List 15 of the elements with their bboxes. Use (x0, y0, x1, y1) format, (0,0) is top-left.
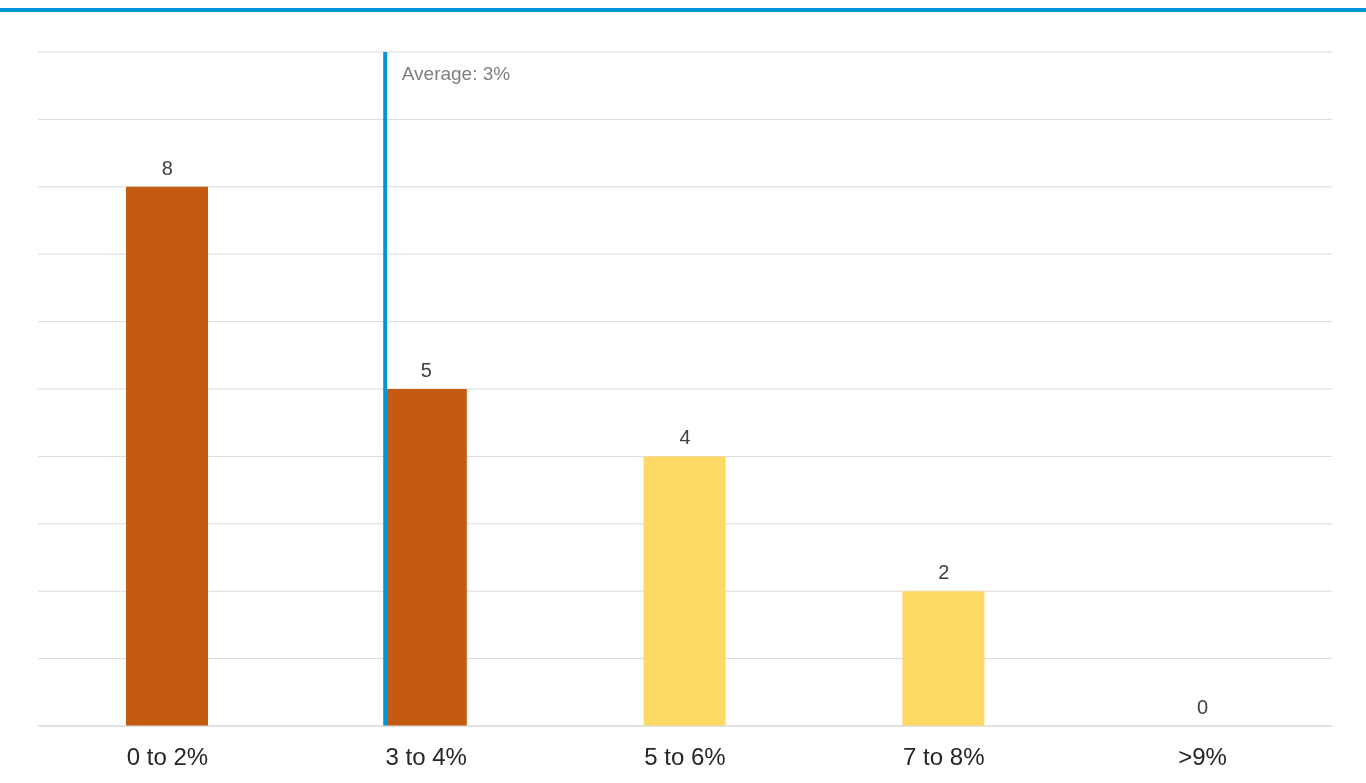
data-label: 8 (161, 156, 173, 179)
bar (643, 456, 726, 726)
data-label: 4 (679, 426, 691, 449)
data-label: 5 (420, 359, 432, 381)
x-tick-label: 5 to 6% (644, 743, 726, 771)
bar (384, 389, 467, 726)
x-tick-label: >9% (1178, 743, 1227, 771)
x-tick-label: 3 to 4% (385, 743, 467, 771)
bar (126, 186, 208, 726)
bar (902, 591, 985, 726)
x-tick-label: 7 to 8% (903, 743, 985, 771)
ref-line-label: Average: 3% (401, 63, 511, 85)
data-label: 2 (938, 561, 950, 584)
data-label: 0 (1197, 696, 1209, 718)
x-tick-label: 0 to 2% (126, 743, 209, 771)
